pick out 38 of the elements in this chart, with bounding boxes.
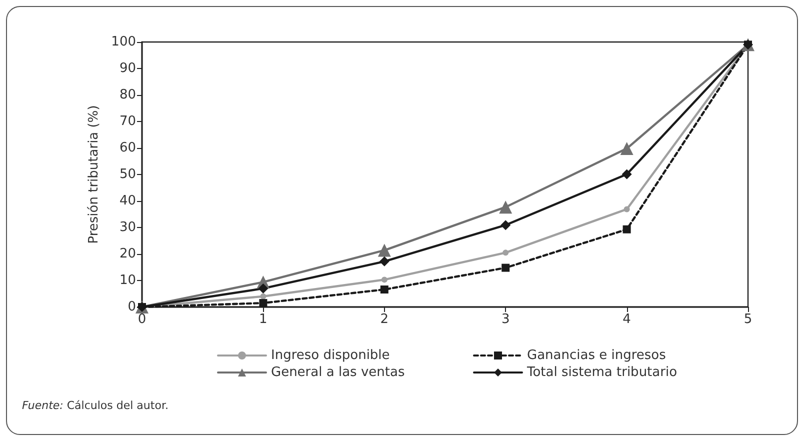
point: [622, 225, 631, 234]
point: [380, 286, 388, 294]
y-tick-label: 90: [119, 61, 136, 76]
x-tick-label: 3: [501, 312, 510, 327]
point: [259, 299, 268, 308]
source-note: Fuente: Cálculos del autor.: [22, 399, 168, 412]
legend-label: Ingreso disponible: [271, 348, 390, 363]
y-axis-title: Presión tributaria (%): [86, 105, 102, 244]
point: [620, 142, 634, 156]
point: [502, 250, 509, 256]
legend-label: General a las ventas: [271, 365, 405, 380]
x-tick-label: 4: [622, 312, 631, 327]
legend-label: Total sistema tributario: [526, 365, 678, 380]
x-tick-label: 1: [259, 312, 268, 327]
point: [381, 276, 388, 283]
y-tick-label: 60: [119, 140, 136, 156]
y-tick-label: 70: [119, 114, 136, 129]
x-tick-label: 5: [744, 312, 752, 327]
point: [499, 200, 512, 214]
point: [260, 293, 266, 300]
y-tick-label: 20: [119, 246, 136, 262]
point: [624, 206, 630, 212]
y-tick-label: 10: [119, 273, 136, 288]
y-tick-label: 40: [119, 194, 136, 208]
y-tick-label: 50: [119, 167, 136, 182]
y-tick-label: 0: [128, 300, 136, 314]
x-tick-label: 2: [380, 312, 389, 327]
y-tick-label: 100: [111, 34, 136, 50]
y-tick-label: 30: [119, 220, 136, 235]
legend-label: Ganancias e ingresos: [527, 348, 666, 363]
point: [500, 220, 511, 230]
point: [379, 256, 390, 266]
point: [502, 264, 510, 272]
y-tick-label: 80: [119, 88, 136, 102]
x-tick-label: 0: [138, 312, 146, 327]
point: [258, 283, 268, 294]
point: [622, 169, 632, 180]
point: [378, 244, 391, 257]
